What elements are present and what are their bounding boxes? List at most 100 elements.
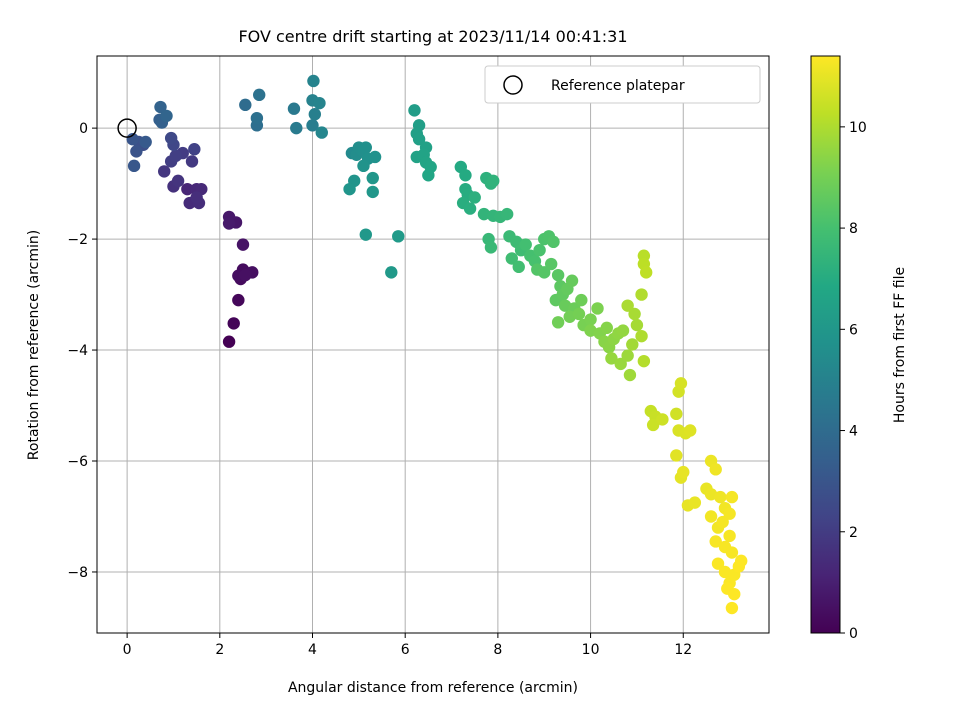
data-point <box>635 288 648 301</box>
data-point <box>459 169 472 182</box>
data-point <box>158 165 171 178</box>
x-tick-label: 12 <box>674 642 692 658</box>
colorbar: 0 2 4 6 8 10 Hours from first FF file <box>810 55 908 642</box>
data-point <box>188 143 201 156</box>
data-point <box>728 587 741 601</box>
axis-ticks: 0 2 4 6 8 10 12 0 −2 −4 −6 −8 <box>67 121 692 658</box>
data-point <box>709 463 722 476</box>
data-point <box>306 119 319 132</box>
data-point <box>359 228 372 241</box>
data-point <box>169 149 182 163</box>
data-point <box>684 424 697 437</box>
legend-reference-label: Reference platepar <box>551 78 685 94</box>
data-point <box>688 496 702 509</box>
data-point <box>734 554 748 568</box>
x-tick-label: 0 <box>123 642 132 658</box>
y-tick-label: −6 <box>67 454 88 470</box>
x-tick-label: 4 <box>308 642 317 658</box>
data-point <box>477 207 491 221</box>
data-point <box>139 135 152 149</box>
data-point <box>222 217 236 230</box>
data-point <box>723 529 736 543</box>
data-point <box>308 108 322 121</box>
data-point <box>584 313 597 326</box>
data-point <box>468 191 481 204</box>
data-point <box>357 159 370 173</box>
data-point <box>709 535 722 548</box>
legend-reference-marker <box>503 75 523 95</box>
data-point <box>551 268 565 282</box>
data-point <box>222 335 236 348</box>
data-point <box>716 515 729 529</box>
data-point <box>670 407 683 421</box>
data-point <box>623 368 637 382</box>
data-point <box>621 349 634 362</box>
data-point <box>714 490 727 504</box>
data-point <box>287 102 301 115</box>
data-point <box>670 449 683 462</box>
data-point <box>412 133 426 146</box>
data-point <box>656 413 669 426</box>
data-point <box>239 98 252 112</box>
data-point <box>484 241 498 254</box>
data-point <box>227 317 240 330</box>
data-point <box>704 510 718 523</box>
data-point <box>616 324 630 337</box>
data-points <box>126 74 748 615</box>
data-point <box>519 238 532 251</box>
data-point <box>723 507 736 520</box>
y-tick-label: −8 <box>67 565 88 581</box>
data-point <box>626 338 639 351</box>
data-point <box>725 546 739 559</box>
colorbar-ticks: 0 2 4 6 8 10 <box>840 120 867 642</box>
data-point <box>307 74 320 88</box>
data-point <box>621 299 634 312</box>
colorbar-tick-label: 0 <box>849 626 858 642</box>
data-point <box>547 235 560 249</box>
x-axis-label: Angular distance from reference (arcmin) <box>288 680 578 696</box>
x-tick-label: 10 <box>582 642 600 658</box>
data-point <box>366 171 379 185</box>
data-point <box>366 185 379 199</box>
data-point <box>239 268 252 282</box>
data-point <box>368 150 382 164</box>
colorbar-tick-label: 2 <box>849 525 858 541</box>
data-point <box>572 307 586 321</box>
data-point <box>127 159 141 173</box>
y-axis-label: Rotation from reference (arcmin) <box>26 230 42 460</box>
data-point <box>385 266 398 279</box>
data-point <box>315 126 328 139</box>
data-point <box>190 191 203 204</box>
reference-marker <box>117 118 137 138</box>
y-tick-label: 0 <box>79 121 88 137</box>
data-point <box>343 182 356 196</box>
data-point <box>600 321 613 335</box>
data-point <box>505 252 518 265</box>
data-point <box>725 490 739 504</box>
data-point <box>639 266 653 279</box>
data-point <box>674 377 688 390</box>
data-point <box>359 141 372 154</box>
data-point <box>646 418 660 432</box>
data-point <box>253 88 266 102</box>
x-tick-label: 6 <box>401 642 410 658</box>
chart-title: FOV centre drift starting at 2023/11/14 … <box>238 27 627 46</box>
data-point <box>512 260 525 274</box>
data-point <box>565 274 579 287</box>
colorbar-tick-label: 4 <box>849 424 858 440</box>
data-point <box>164 131 178 145</box>
data-point <box>487 174 500 188</box>
data-point <box>500 207 514 221</box>
data-point <box>628 307 641 321</box>
data-point <box>232 293 245 307</box>
data-point <box>154 100 167 114</box>
data-point <box>250 111 264 125</box>
legend-box <box>484 65 761 104</box>
data-point <box>725 601 739 615</box>
colorbar-tick-label: 6 <box>849 322 858 338</box>
data-point <box>630 318 644 332</box>
data-point <box>185 155 199 168</box>
data-point <box>181 182 194 196</box>
data-point <box>463 202 477 215</box>
